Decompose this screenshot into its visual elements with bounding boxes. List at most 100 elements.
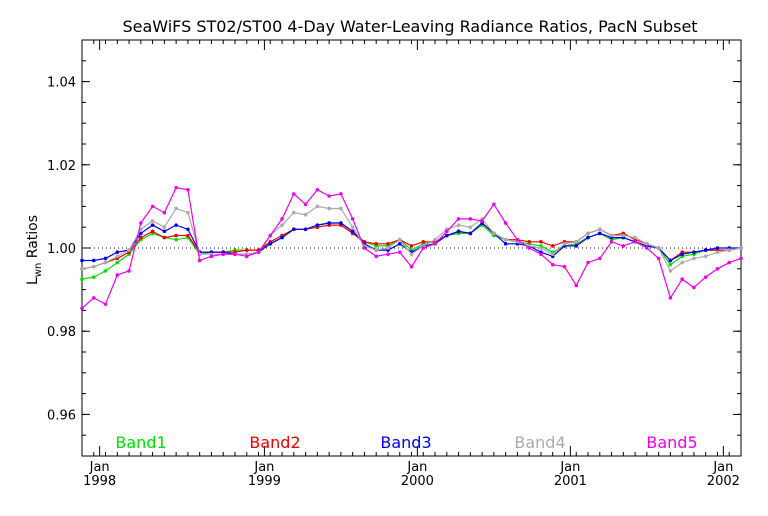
data-point-band3 bbox=[162, 229, 167, 234]
data-point-band5 bbox=[680, 277, 684, 282]
data-point-band1 bbox=[80, 277, 84, 282]
data-point-band4 bbox=[668, 269, 673, 273]
data-point-band3 bbox=[715, 246, 720, 250]
data-point-band3 bbox=[397, 242, 402, 246]
x-tick-month: Jan bbox=[712, 460, 733, 475]
data-point-band3 bbox=[150, 223, 155, 227]
data-point-band5 bbox=[209, 254, 214, 259]
data-point-band4 bbox=[456, 223, 461, 227]
chart-title: SeaWiFS ST02/ST00 4-Day Water-Leaving Ra… bbox=[122, 17, 697, 36]
data-point-band5 bbox=[80, 306, 84, 311]
data-point-band4 bbox=[91, 264, 96, 269]
data-point-band5 bbox=[727, 260, 732, 265]
data-point-band3 bbox=[503, 242, 508, 246]
data-point-band5 bbox=[445, 229, 449, 234]
data-point-band5 bbox=[350, 217, 355, 221]
data-point-band5 bbox=[139, 221, 143, 225]
x-tick-year: 2001 bbox=[554, 474, 587, 489]
data-point-band4 bbox=[703, 254, 708, 259]
data-point-band3 bbox=[303, 227, 308, 232]
data-point-band4 bbox=[586, 231, 590, 236]
data-point-band5 bbox=[621, 244, 626, 248]
data-point-band4 bbox=[292, 210, 296, 215]
data-point-band3 bbox=[468, 231, 473, 236]
data-point-band4 bbox=[656, 246, 661, 250]
data-point-band4 bbox=[386, 246, 390, 250]
data-point-band3 bbox=[80, 258, 84, 263]
data-point-band5 bbox=[280, 217, 284, 221]
data-point-band3 bbox=[703, 248, 708, 252]
y-axis-label-rest: Ratios bbox=[25, 215, 41, 263]
data-point-band4 bbox=[550, 252, 555, 257]
x-tick-month: Jan bbox=[89, 460, 110, 475]
data-point-band1 bbox=[91, 275, 96, 279]
data-point-band3 bbox=[456, 229, 461, 234]
data-point-band5 bbox=[91, 296, 96, 300]
data-point-band4 bbox=[315, 204, 320, 209]
data-point-band4 bbox=[339, 206, 343, 211]
data-point-band3 bbox=[668, 258, 673, 263]
data-point-band5 bbox=[362, 246, 367, 250]
data-point-band4 bbox=[350, 225, 355, 229]
data-point-band4 bbox=[174, 206, 178, 211]
data-point-band5 bbox=[433, 242, 437, 246]
data-point-band2 bbox=[244, 248, 249, 252]
y-tick-label: 0.96 bbox=[47, 408, 76, 423]
data-point-band3 bbox=[115, 250, 120, 254]
data-point-band4 bbox=[645, 242, 649, 246]
legend-label-band1: Band1 bbox=[115, 433, 166, 452]
data-point-band4 bbox=[374, 248, 378, 252]
y-axis-label: Lwn Ratios bbox=[25, 215, 44, 285]
data-point-band5 bbox=[103, 302, 108, 306]
x-tick-year: 2000 bbox=[401, 474, 434, 489]
data-point-band1 bbox=[668, 262, 673, 267]
y-tick-label: 0.98 bbox=[47, 325, 76, 340]
data-point-band4 bbox=[503, 237, 508, 242]
data-point-band5 bbox=[127, 269, 131, 273]
data-point-band5 bbox=[480, 219, 484, 223]
y-axis-label-sub: wn bbox=[33, 263, 44, 278]
data-point-band2 bbox=[386, 242, 390, 246]
data-point-band2 bbox=[527, 239, 531, 244]
data-point-band5 bbox=[327, 194, 331, 198]
data-point-band5 bbox=[633, 239, 637, 244]
data-point-band3 bbox=[103, 256, 108, 261]
data-point-band3 bbox=[597, 231, 602, 236]
data-point-band2 bbox=[409, 244, 414, 248]
data-point-band5 bbox=[115, 273, 120, 277]
legend-label-band5: Band5 bbox=[646, 433, 697, 452]
data-point-band4 bbox=[162, 225, 167, 229]
data-point-band3 bbox=[574, 244, 579, 248]
data-point-band3 bbox=[280, 235, 284, 240]
data-point-band4 bbox=[727, 248, 732, 252]
data-point-band3 bbox=[586, 235, 590, 240]
data-point-band5 bbox=[668, 296, 673, 300]
data-point-band2 bbox=[150, 229, 155, 234]
data-point-band3 bbox=[186, 227, 190, 232]
data-point-band4 bbox=[692, 256, 696, 261]
plot-area: 0.960.981.001.021.04Jan1998Jan1999Jan200… bbox=[47, 39, 743, 489]
data-point-band2 bbox=[550, 244, 555, 248]
data-point-band5 bbox=[574, 283, 579, 288]
data-point-band2 bbox=[186, 233, 190, 238]
data-point-band5 bbox=[492, 202, 496, 207]
data-point-band5 bbox=[233, 252, 237, 257]
data-point-band4 bbox=[103, 260, 108, 265]
data-point-band3 bbox=[315, 223, 320, 227]
data-point-band5 bbox=[562, 264, 567, 269]
data-point-band3 bbox=[445, 233, 449, 238]
data-point-band5 bbox=[468, 217, 473, 221]
data-point-band5 bbox=[409, 264, 414, 269]
y-tick-label: 1.00 bbox=[47, 242, 76, 257]
data-point-band3 bbox=[350, 229, 355, 234]
data-point-band5 bbox=[292, 192, 296, 196]
data-point-band1 bbox=[115, 260, 120, 265]
data-point-band3 bbox=[91, 258, 96, 263]
data-point-band5 bbox=[586, 260, 590, 265]
data-point-band2 bbox=[421, 239, 426, 244]
data-point-band5 bbox=[339, 192, 343, 196]
data-point-band3 bbox=[174, 223, 178, 227]
data-point-band5 bbox=[303, 202, 308, 207]
data-point-band4 bbox=[715, 250, 720, 254]
